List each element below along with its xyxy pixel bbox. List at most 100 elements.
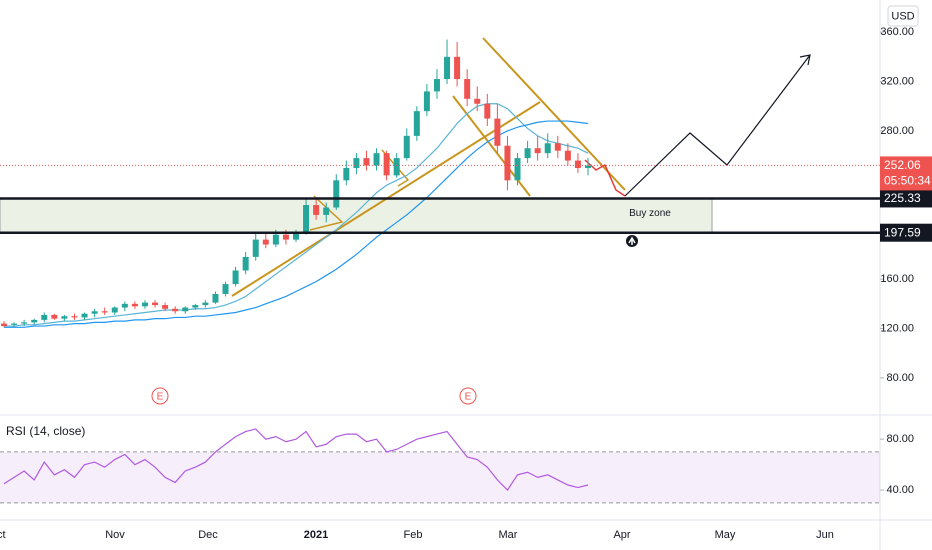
candle-body [343, 167, 350, 181]
level-tag [880, 189, 932, 208]
candle-body [11, 323, 18, 325]
x-tick-label: Dec [198, 529, 218, 541]
candle-body [152, 302, 159, 306]
y-tick-label: 120.00 [880, 322, 914, 334]
candle-body [444, 56, 451, 80]
candle-body [141, 302, 148, 307]
rsi-title: RSI (14, close) [6, 424, 85, 438]
candle-body [494, 118, 501, 146]
candle-body [554, 143, 561, 151]
candle-body [423, 91, 430, 112]
projection-red [584, 159, 626, 197]
candle-body [41, 314, 48, 320]
earnings-label: E [157, 392, 164, 403]
candle-body [1, 323, 7, 327]
projection [624, 54, 811, 197]
moving-average [4, 103, 589, 327]
candle-body [91, 311, 98, 314]
candle-body [101, 311, 108, 313]
candle-body [474, 98, 481, 104]
candle-body [192, 305, 199, 308]
candle-body [504, 145, 511, 181]
candle-body [131, 303, 138, 307]
buy-zone [0, 197, 713, 234]
candle-body [383, 153, 390, 176]
candle-body [212, 293, 219, 303]
candle-body [202, 302, 209, 306]
candle-body [262, 239, 269, 245]
candle-body [413, 111, 420, 136]
trend-line [452, 95, 531, 197]
x-tick-label: Mar [499, 529, 518, 541]
candle-body [323, 207, 330, 215]
currency: USD [891, 10, 914, 22]
candle-body [232, 270, 239, 285]
buy-zone-layer: Buy zone [0, 197, 713, 234]
earnings-label: E [465, 392, 472, 403]
rsi-tick-label: 40.00 [886, 484, 914, 496]
candle-body [21, 322, 28, 324]
x-tick-label: Jun [816, 529, 834, 541]
countdown: 05:50:34 [884, 174, 931, 188]
candle-body [242, 256, 249, 271]
candle-body [333, 180, 340, 208]
candle-body [272, 234, 279, 245]
x-tick-label: 2021 [304, 529, 328, 541]
candle-body [313, 205, 320, 215]
candle-body [282, 234, 289, 240]
arrow-head [799, 54, 811, 66]
earnings-marker [151, 387, 169, 405]
drawings [231, 37, 811, 297]
candle-body [81, 313, 88, 318]
rsi-tick-label: 80.00 [886, 433, 914, 445]
candle-body [222, 284, 229, 294]
candle-body [293, 232, 299, 240]
candle-body [71, 316, 78, 318]
candle-body [31, 319, 38, 323]
y-tick-label: 280.00 [880, 125, 914, 137]
x-tick-label: Apr [613, 529, 630, 541]
level-label: 197.59 [884, 225, 921, 239]
earnings-marker [459, 387, 477, 405]
candle-body [182, 307, 189, 312]
buy-zone-label: Buy zone [629, 208, 671, 219]
candle-body [534, 148, 541, 154]
x-tick-label: Nov [105, 529, 125, 541]
currency-box[interactable] [887, 5, 919, 27]
candle-body [564, 150, 571, 161]
candle-body [51, 314, 58, 319]
candle-body [464, 79, 471, 99]
level-tag [880, 223, 932, 242]
candle-body [252, 239, 259, 257]
level-label: 225.33 [884, 191, 921, 205]
candle-body [484, 103, 491, 119]
candle-body [574, 160, 581, 168]
candle-body [172, 308, 179, 312]
candle-body [524, 148, 531, 159]
candle-body [393, 158, 400, 176]
candle-body [61, 316, 68, 319]
rsi-band [0, 451, 880, 503]
candle-body [353, 158, 360, 168]
candle-body [585, 165, 591, 168]
flag [309, 195, 344, 231]
moving-average [4, 120, 589, 328]
y-tick-label: 320.00 [880, 75, 914, 87]
x-tick-label: May [715, 529, 736, 541]
candle-body [162, 305, 169, 309]
y-tick-label: 80.00 [886, 372, 914, 384]
candle-body [454, 56, 461, 80]
y-tick-label: 360.00 [880, 26, 914, 38]
y-tick-label: 160.00 [880, 273, 914, 285]
candle-body [303, 205, 310, 233]
candle-body [544, 143, 551, 154]
candle-body [121, 303, 128, 308]
candle-body [111, 307, 118, 313]
candle-body [403, 135, 410, 159]
rsi-line [3, 428, 589, 492]
flag [381, 149, 410, 187]
candle-body [433, 79, 440, 92]
last-price-tag [880, 156, 932, 191]
last-price-label: 252.06 [884, 158, 921, 172]
